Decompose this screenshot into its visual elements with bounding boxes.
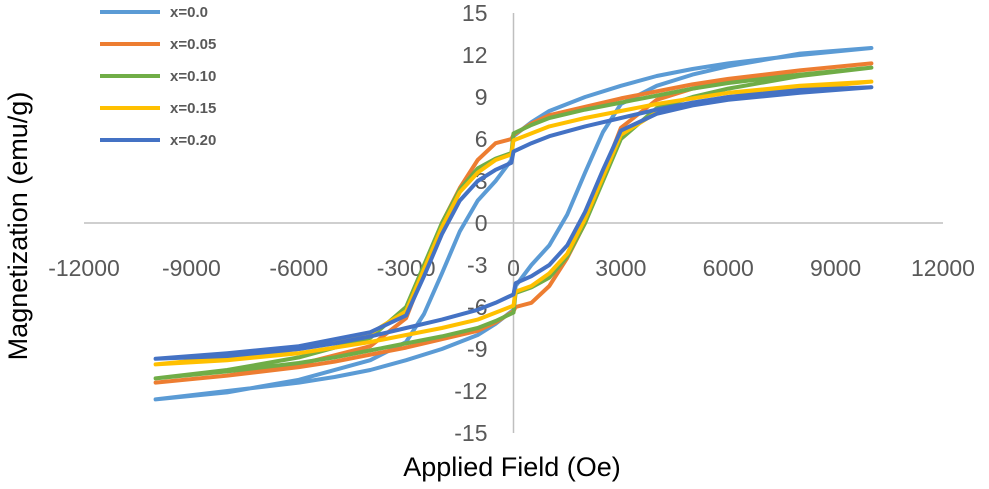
y-tick-label: 6 xyxy=(475,126,488,152)
y-tick-label: -15 xyxy=(454,420,487,446)
legend-label: x=0.05 xyxy=(170,36,216,53)
x-tick-label: 3000 xyxy=(595,255,646,281)
y-tick-label: 0 xyxy=(475,210,488,236)
series-line-4 xyxy=(153,85,874,361)
y-tick-label: -6 xyxy=(467,294,487,320)
legend-label: x=0.10 xyxy=(170,68,216,85)
x-tick-label: 9000 xyxy=(810,255,861,281)
series-line-3 xyxy=(153,79,874,367)
y-tick-label: 12 xyxy=(462,42,488,68)
x-tick-label: 12000 xyxy=(911,255,975,281)
series-lines xyxy=(153,46,874,402)
legend: x=0.0 x=0.05 x=0.10 x=0.15 x=0.20 xyxy=(100,4,216,149)
axes xyxy=(84,13,943,433)
legend-label: x=0.0 xyxy=(170,4,208,21)
x-axis-title: Applied Field (Oe) xyxy=(403,452,621,482)
x-tick-label: 6000 xyxy=(703,255,754,281)
y-axis-title: Magnetization (emu/g) xyxy=(3,92,33,361)
x-tick-label: -6000 xyxy=(269,255,328,281)
legend-label: x=0.15 xyxy=(170,100,216,117)
y-tick-label: -3 xyxy=(467,252,487,278)
x-tick-label: 0 xyxy=(507,255,520,281)
x-tick-label: -9000 xyxy=(162,255,221,281)
y-tick-label: 9 xyxy=(475,84,488,110)
y-tick-label: -12 xyxy=(454,378,487,404)
x-tick-labels: -12000 -9000 -6000 -3000 0 3000 6000 9000 12000 xyxy=(48,255,975,281)
y-tick-label: 15 xyxy=(462,0,488,26)
series-line-0 xyxy=(153,46,874,402)
x-tick-label: -12000 xyxy=(48,255,120,281)
y-tick-label: -9 xyxy=(467,336,487,362)
legend-label: x=0.20 xyxy=(170,132,216,149)
